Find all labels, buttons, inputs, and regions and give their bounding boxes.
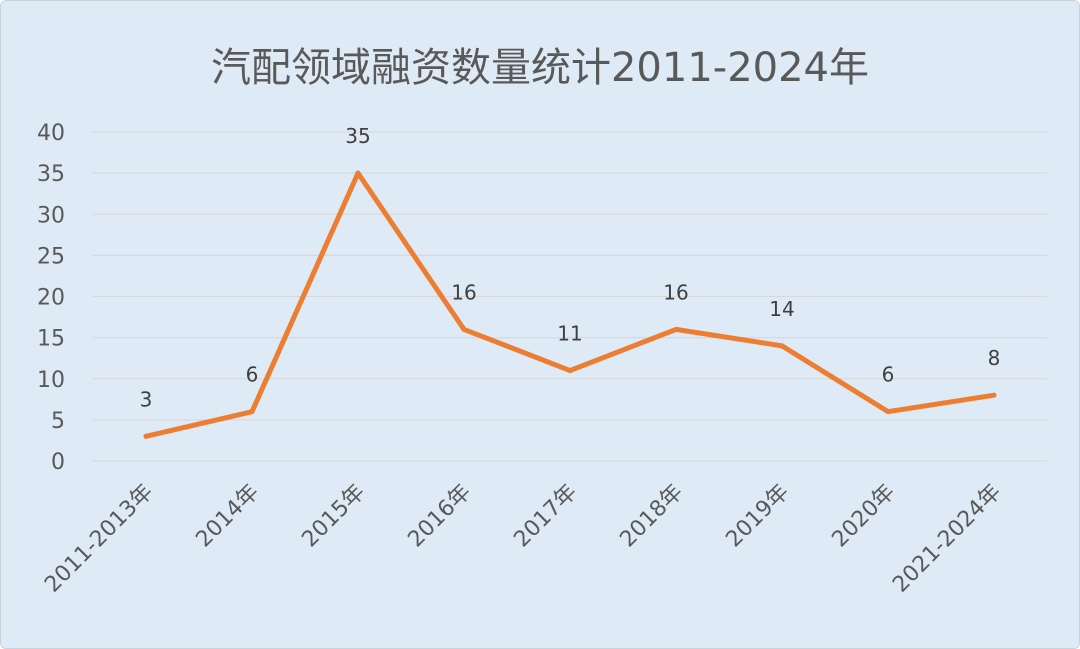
data-label: 8: [988, 346, 1001, 370]
x-axis: 2011-2013年 2014年 2015年 2016年 2017年 2018年 2019年…: [40, 480, 1006, 598]
y-tick-label: 0: [51, 450, 65, 475]
data-point: [461, 326, 467, 332]
data-label: 14: [769, 297, 794, 321]
x-tick-label: 2015年: [297, 480, 370, 553]
data-labels: 3 6 35 16 11 16 14 6 8: [140, 124, 1001, 411]
x-tick-label: 2016年: [403, 480, 476, 553]
y-tick-label: 5: [51, 409, 65, 434]
y-tick-label: 20: [37, 286, 65, 311]
data-label: 16: [451, 280, 476, 304]
data-point: [779, 343, 785, 349]
data-point: [567, 368, 573, 374]
y-tick-label: 25: [37, 244, 65, 269]
y-tick-label: 35: [37, 162, 65, 187]
x-tick-label: 2019年: [721, 480, 794, 553]
x-tick-label: 2014年: [191, 480, 264, 553]
data-point: [249, 409, 255, 415]
chart-title: 汽配领域融资数量统计2011-2024年: [210, 45, 870, 91]
data-point: [885, 409, 891, 415]
y-tick-label: 40: [37, 121, 65, 146]
y-tick-label: 15: [37, 327, 65, 352]
y-axis: 0 5 10 15 20 25 30 35 40: [37, 121, 65, 475]
y-tick-label: 30: [37, 203, 65, 228]
data-point: [673, 326, 679, 332]
data-label: 3: [140, 387, 153, 411]
data-point: [991, 392, 997, 398]
gridlines: [93, 131, 1047, 462]
data-label: 11: [557, 322, 582, 346]
x-tick-label: 2011-2013年: [40, 480, 158, 598]
x-tick-label: 2018年: [615, 480, 688, 553]
series-line: [143, 170, 997, 439]
data-label: 16: [663, 280, 688, 304]
data-label: 6: [882, 363, 895, 387]
data-point: [143, 433, 149, 439]
data-point: [355, 170, 361, 176]
y-tick-label: 10: [37, 368, 65, 393]
series: [143, 170, 997, 439]
x-tick-label: 2017年: [509, 480, 582, 553]
data-label: 35: [345, 124, 370, 148]
x-tick-label: 2020年: [827, 480, 900, 553]
x-tick-label: 2021-2024年: [888, 480, 1006, 598]
data-label: 6: [246, 363, 259, 387]
